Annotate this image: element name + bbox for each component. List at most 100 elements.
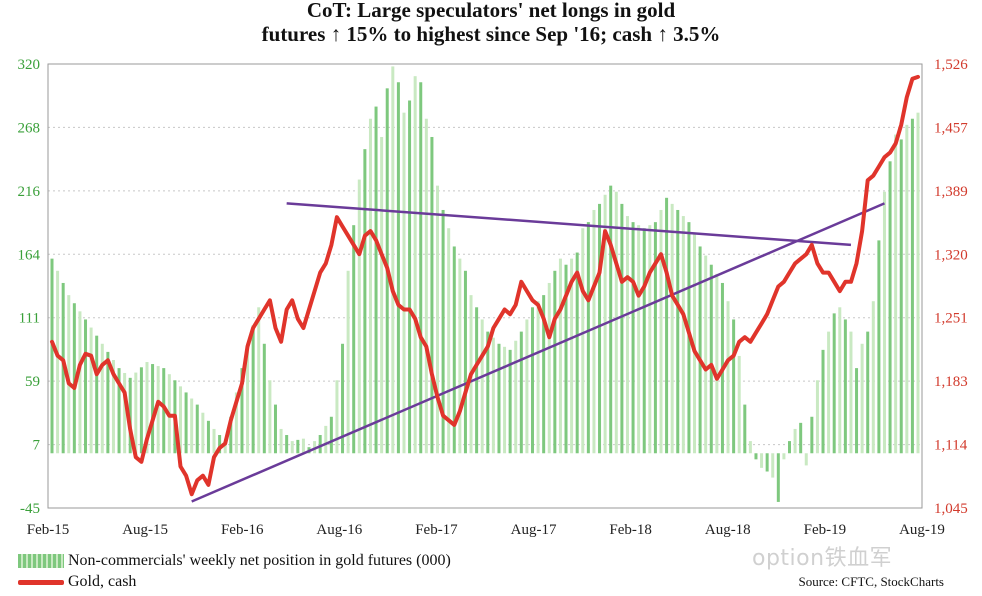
bar (586, 222, 590, 454)
bar (598, 203, 602, 454)
bar (268, 380, 272, 454)
bar (56, 270, 60, 454)
bar (542, 295, 546, 454)
bar (128, 377, 132, 454)
y-right-tick-label: 1,114 (934, 438, 968, 454)
legend-line: Gold, cash (18, 573, 136, 591)
x-tick-label: Aug-17 (511, 522, 557, 538)
bar (246, 343, 250, 454)
x-tick-label: Feb-16 (221, 522, 264, 538)
bar (698, 246, 702, 454)
bar (581, 228, 585, 454)
bar (413, 76, 417, 454)
bar (139, 367, 143, 454)
bar (50, 258, 54, 454)
y-right-tick-label: 1,457 (934, 120, 968, 136)
bar (916, 112, 920, 454)
bar (229, 416, 233, 454)
gold-price-line (50, 74, 920, 497)
bar (195, 404, 199, 454)
bar (693, 234, 697, 454)
bar (748, 441, 752, 454)
bar (793, 428, 797, 454)
bar (564, 264, 568, 454)
bar (240, 368, 244, 454)
y-left-tick-label: 164 (18, 247, 41, 263)
bar (486, 331, 490, 454)
bar (888, 161, 892, 454)
x-tick-label: Aug-18 (705, 522, 751, 538)
bar (547, 282, 551, 454)
bar (84, 319, 88, 454)
bar (553, 270, 557, 454)
bar (313, 441, 317, 454)
bar (262, 343, 266, 454)
bar (346, 270, 350, 454)
legend-line-swatch (18, 579, 64, 585)
chart-title-line-1: CoT: Large speculators' net longs in gol… (306, 0, 676, 22)
bar (715, 273, 719, 454)
bar (447, 228, 451, 454)
bar (894, 134, 898, 454)
bar (508, 349, 512, 454)
bar (179, 386, 183, 454)
bar (810, 416, 814, 454)
bar (760, 453, 764, 468)
bar (357, 179, 361, 454)
bar (575, 252, 579, 454)
bar (134, 372, 138, 454)
bar (218, 435, 222, 454)
y-left-tick-label: 268 (18, 120, 41, 136)
bar (787, 441, 791, 454)
bar (882, 191, 886, 454)
bar (111, 360, 115, 454)
bar (279, 428, 283, 454)
bar (441, 209, 445, 454)
trendline (191, 202, 885, 503)
bar (452, 246, 456, 454)
bar (771, 453, 775, 478)
legend-line-label: Gold, cash (68, 573, 137, 590)
y-left-tick-label: 320 (18, 57, 41, 73)
bar (799, 422, 803, 454)
bar (212, 428, 216, 454)
y-right-tick-label: 1,045 (934, 501, 968, 517)
bar (570, 258, 574, 454)
bar (374, 106, 378, 454)
bar (866, 331, 870, 454)
bar (251, 325, 255, 454)
plot-frame (47, 63, 923, 509)
bar (536, 301, 540, 454)
bar (648, 225, 652, 454)
y-left-tick-label: -45 (20, 501, 40, 517)
bar (117, 368, 121, 454)
bar (497, 343, 501, 454)
bar (665, 197, 669, 454)
bar (614, 191, 618, 454)
bar (832, 313, 836, 454)
bar (223, 441, 227, 454)
bar (430, 136, 434, 454)
bar (201, 412, 205, 454)
bar (782, 453, 786, 460)
bar (776, 453, 780, 502)
bar (525, 319, 529, 454)
bar (475, 307, 479, 454)
bar (72, 303, 76, 454)
bar (732, 319, 736, 454)
bar (631, 222, 635, 454)
bar (659, 209, 663, 454)
bar (519, 331, 523, 454)
legend-bars: Non-commercials' weekly net position in … (18, 552, 451, 570)
bar (396, 82, 400, 454)
bar (491, 337, 495, 454)
bar (609, 185, 613, 454)
bar (89, 327, 93, 454)
bar (765, 453, 769, 472)
bar (530, 307, 534, 454)
bar (67, 295, 71, 454)
bar (335, 380, 339, 454)
bar (95, 335, 99, 454)
bar (424, 118, 428, 454)
